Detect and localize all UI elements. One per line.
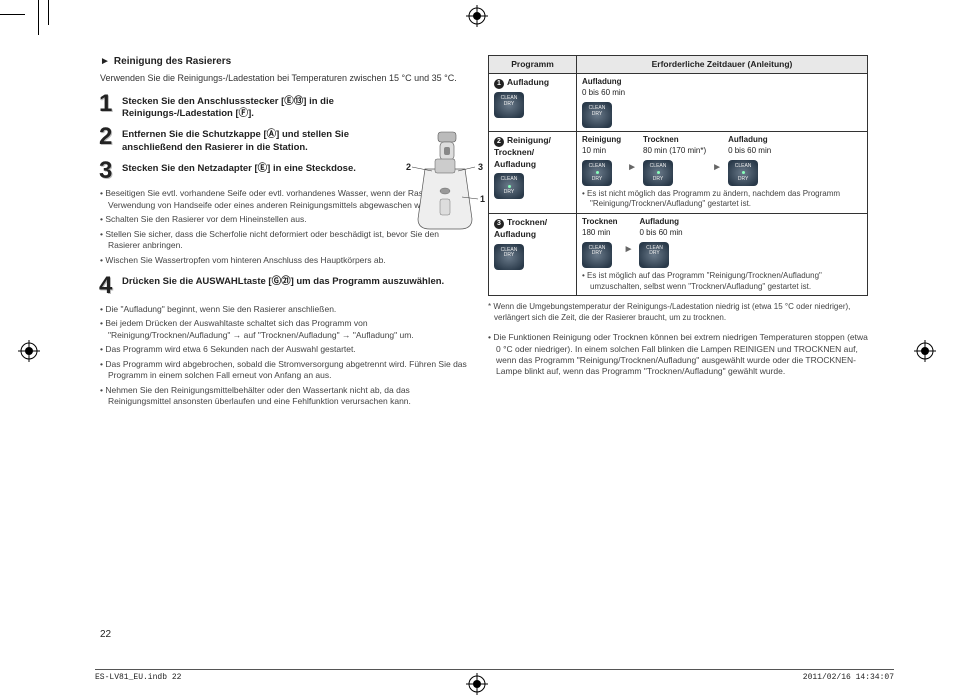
clean-dry-badge-icon: CLEANDRY: [582, 102, 612, 128]
circled-number: 1: [494, 79, 504, 89]
left-column: ► Reinigung des Rasierers Verwenden Sie d…: [100, 55, 470, 635]
arrow-icon: ►: [712, 147, 722, 175]
row-note: Es ist möglich auf das Programm "Reinigu…: [582, 271, 862, 293]
flow-item: Aufladung 0 bis 60 min CLEANDRY: [728, 135, 771, 186]
callout-1: 1: [480, 194, 485, 204]
registration-mark: [18, 340, 40, 362]
arrow-icon: ►: [627, 147, 637, 175]
page-number: 22: [100, 628, 111, 642]
right-column: Programm Erforderliche Zeitdauer (Anleit…: [488, 55, 868, 635]
flow-item: Trocknen 80 min (170 min*) CLEANDRY: [643, 135, 706, 186]
section-heading: ► Reinigung des Rasierers: [100, 55, 470, 69]
station-diagram: 2 3 1: [400, 129, 490, 234]
bullet-item: Wischen Sie Wassertropfen vom hinteren A…: [100, 255, 470, 266]
clean-dry-badge-icon: CLEANDRY: [582, 160, 612, 186]
step-text: Stecken Sie den Netzadapter [Ⓔ] in eine …: [122, 161, 372, 183]
prog-name: Aufladung: [507, 77, 549, 87]
bullet-item: Die "Aufladung" beginnt, wenn Sie den Ra…: [100, 304, 470, 315]
circled-number: 2: [494, 137, 504, 147]
page-content: ► Reinigung des Rasierers Verwenden Sie d…: [100, 55, 870, 635]
crop-mark: [48, 0, 49, 25]
callout-3: 3: [478, 162, 483, 172]
bullet-item: Bei jedem Drücken der Auswahltaste schal…: [100, 318, 470, 341]
clean-dry-badge-icon: CLEANDRY: [643, 160, 673, 186]
flow-item: Aufladung 0 bis 60 min CLEANDRY: [582, 77, 625, 128]
clean-dry-badge-icon: CLEANDRY: [728, 160, 758, 186]
bullet-item: Das Programm wird etwa 6 Sekunden nach d…: [100, 344, 470, 355]
step-4: 4 Drücken Sie die AUSWAHLtaste [Ⓖ㉑] um d…: [100, 276, 470, 298]
clean-dry-badge-icon: CLEANDRY: [582, 242, 612, 268]
flow-item: Reinigung 10 min CLEANDRY: [582, 135, 621, 186]
clean-dry-badge-icon: CLEANDRY: [639, 242, 669, 268]
step-text: Stecken Sie den Anschlussstecker [Ⓔ⑬] in…: [122, 94, 372, 122]
callout-2: 2: [406, 162, 411, 172]
intro-text: Verwenden Sie die Reinigungs-/Ladestatio…: [100, 72, 470, 84]
flow-item: Trocknen 180 min CLEANDRY: [582, 217, 618, 268]
crop-mark: [38, 0, 39, 35]
step-1: 1 Stecken Sie den Anschlussstecker [Ⓔ⑬] …: [100, 94, 470, 122]
table-row: 1Aufladung CLEANDRY Aufladung 0 bis 60 m…: [489, 74, 868, 132]
clean-dry-badge-icon: CLEANDRY: [494, 92, 524, 118]
footnote: Wenn die Umgebungstemperatur der Reinigu…: [488, 302, 868, 324]
bullet-list-b: Die "Aufladung" beginnt, wenn Sie den Ra…: [100, 304, 470, 408]
flow-item: Aufladung 0 bis 60 min CLEANDRY: [639, 217, 682, 268]
bullet-item: Das Programm wird abgebrochen, sobald di…: [100, 359, 470, 382]
right-note: Die Funktionen Reinigung oder Trocknen k…: [488, 332, 868, 378]
registration-mark: [466, 5, 488, 27]
step-number: 3: [100, 161, 122, 183]
clean-dry-badge-icon: CLEANDRY: [494, 244, 524, 270]
table-row: 3Trocknen/ Aufladung CLEANDRY Trocknen 1…: [489, 214, 868, 296]
crop-mark: [0, 14, 25, 15]
step-number: 1: [100, 94, 122, 122]
bullet-item: Nehmen Sie den Reinigungsmittelbehälter …: [100, 385, 470, 408]
triangle-icon: ►: [100, 56, 110, 67]
program-table: Programm Erforderliche Zeitdauer (Anleit…: [488, 55, 868, 296]
clean-dry-badge-icon: CLEANDRY: [494, 173, 524, 199]
th-programm: Programm: [489, 56, 577, 74]
print-footer: ES-LV81_EU.indb 22 2011/02/16 14:34:07: [95, 669, 894, 682]
heading-text: Reinigung des Rasierers: [114, 56, 231, 67]
step-text: Drücken Sie die AUSWAHLtaste [Ⓖ㉑] um das…: [122, 276, 444, 298]
circled-number: 3: [494, 219, 504, 229]
table-row: 2Reinigung/ Trocknen/ Aufladung CLEANDRY…: [489, 132, 868, 214]
row-note: Es ist nicht möglich das Programm zu änd…: [582, 189, 862, 211]
arrow-icon: ►: [624, 229, 634, 257]
step-text: Entfernen Sie die Schutzkappe [Ⓐ] und st…: [122, 127, 372, 155]
registration-mark: [914, 340, 936, 362]
th-zeit: Erforderliche Zeitdauer (Anleitung): [577, 56, 868, 74]
step-number: 2: [100, 127, 122, 155]
step-number: 4: [100, 276, 122, 298]
footer-left: ES-LV81_EU.indb 22: [95, 673, 181, 682]
footer-right: 2011/02/16 14:34:07: [803, 673, 894, 682]
